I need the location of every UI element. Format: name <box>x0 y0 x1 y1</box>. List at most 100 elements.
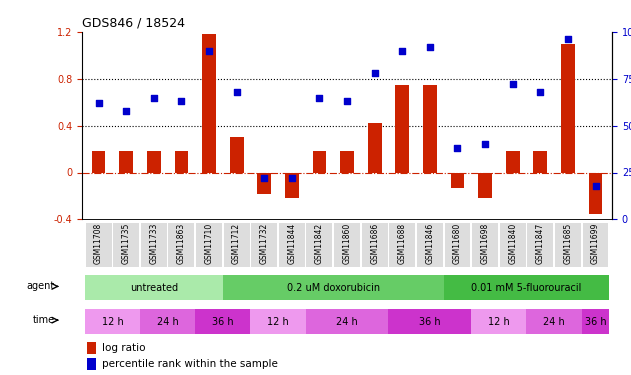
Point <box>398 48 408 54</box>
Bar <box>533 152 547 172</box>
Text: GSM11698: GSM11698 <box>481 223 490 264</box>
Text: GSM11840: GSM11840 <box>508 223 517 264</box>
Text: 0.01 mM 5-fluorouracil: 0.01 mM 5-fluorouracil <box>471 283 582 293</box>
Bar <box>257 172 271 194</box>
Point <box>176 98 187 104</box>
Text: GSM11847: GSM11847 <box>536 223 545 264</box>
Bar <box>334 223 360 267</box>
Bar <box>87 342 96 354</box>
Point <box>259 175 269 181</box>
Point <box>121 108 131 114</box>
Bar <box>230 137 244 172</box>
Bar <box>140 309 195 334</box>
Text: 36 h: 36 h <box>419 316 440 327</box>
Text: 0.2 uM doxorubicin: 0.2 uM doxorubicin <box>286 283 380 293</box>
Text: 36 h: 36 h <box>585 316 606 327</box>
Bar <box>582 223 608 267</box>
Bar <box>396 85 409 172</box>
Text: GSM11685: GSM11685 <box>563 223 572 264</box>
Text: GDS846 / 18524: GDS846 / 18524 <box>82 16 185 29</box>
Bar <box>471 309 526 334</box>
Bar <box>85 309 140 334</box>
Point <box>507 81 517 87</box>
Bar <box>444 275 610 300</box>
Bar <box>86 223 112 267</box>
Text: GSM11735: GSM11735 <box>122 223 131 264</box>
Text: GSM11732: GSM11732 <box>260 223 269 264</box>
Point <box>480 141 490 147</box>
Text: GSM11842: GSM11842 <box>315 223 324 264</box>
Bar <box>85 275 223 300</box>
Bar <box>500 223 526 267</box>
Text: GSM11733: GSM11733 <box>150 223 158 264</box>
Bar <box>423 85 437 172</box>
Text: GSM11699: GSM11699 <box>591 223 600 264</box>
Bar <box>368 123 382 172</box>
Text: GSM11710: GSM11710 <box>204 223 213 264</box>
Bar <box>362 223 387 267</box>
Bar <box>305 309 389 334</box>
Point <box>204 48 214 54</box>
Point <box>286 175 297 181</box>
Bar <box>91 152 105 172</box>
Bar <box>526 309 582 334</box>
Point <box>314 94 324 100</box>
Text: GSM11860: GSM11860 <box>343 223 351 264</box>
Bar <box>202 34 216 172</box>
Text: GSM11688: GSM11688 <box>398 223 407 264</box>
Point <box>563 36 573 42</box>
Bar <box>417 223 443 267</box>
Bar <box>307 223 333 267</box>
Bar <box>589 172 603 213</box>
Text: percentile rank within the sample: percentile rank within the sample <box>102 358 278 369</box>
Bar <box>444 223 471 267</box>
Bar <box>389 223 415 267</box>
Text: 12 h: 12 h <box>488 316 510 327</box>
Text: 12 h: 12 h <box>267 316 289 327</box>
Bar <box>141 223 167 267</box>
Bar <box>251 223 277 267</box>
Bar <box>195 309 251 334</box>
Bar <box>312 152 326 172</box>
Text: untreated: untreated <box>130 283 178 293</box>
Point <box>232 89 242 95</box>
Bar <box>555 223 581 267</box>
Bar <box>528 223 553 267</box>
Text: agent: agent <box>27 281 54 291</box>
Point <box>370 70 380 76</box>
Point <box>149 94 159 100</box>
Text: GSM11863: GSM11863 <box>177 223 186 264</box>
Text: 24 h: 24 h <box>543 316 565 327</box>
Text: 24 h: 24 h <box>156 316 179 327</box>
Point <box>93 100 103 106</box>
Bar <box>196 223 222 267</box>
Bar <box>168 223 194 267</box>
Bar <box>113 223 139 267</box>
Bar <box>87 357 96 370</box>
Bar <box>561 44 575 172</box>
Text: 36 h: 36 h <box>212 316 233 327</box>
Bar <box>582 309 610 334</box>
Point <box>591 183 601 189</box>
Bar <box>147 152 161 172</box>
Bar <box>279 223 305 267</box>
Text: GSM11708: GSM11708 <box>94 223 103 264</box>
Bar <box>506 152 519 172</box>
Point <box>452 145 463 151</box>
Text: GSM11846: GSM11846 <box>425 223 434 264</box>
Bar <box>119 152 133 172</box>
Text: time: time <box>32 315 54 325</box>
Bar <box>389 309 471 334</box>
Bar <box>478 172 492 198</box>
Point <box>535 89 545 95</box>
Text: GSM11686: GSM11686 <box>370 223 379 264</box>
Point <box>425 44 435 50</box>
Text: 24 h: 24 h <box>336 316 358 327</box>
Bar <box>223 223 250 267</box>
Text: GSM11680: GSM11680 <box>453 223 462 264</box>
Text: 12 h: 12 h <box>102 316 123 327</box>
Bar <box>175 152 188 172</box>
Bar <box>285 172 298 198</box>
Text: GSM11844: GSM11844 <box>287 223 297 264</box>
Text: GSM11712: GSM11712 <box>232 223 241 264</box>
